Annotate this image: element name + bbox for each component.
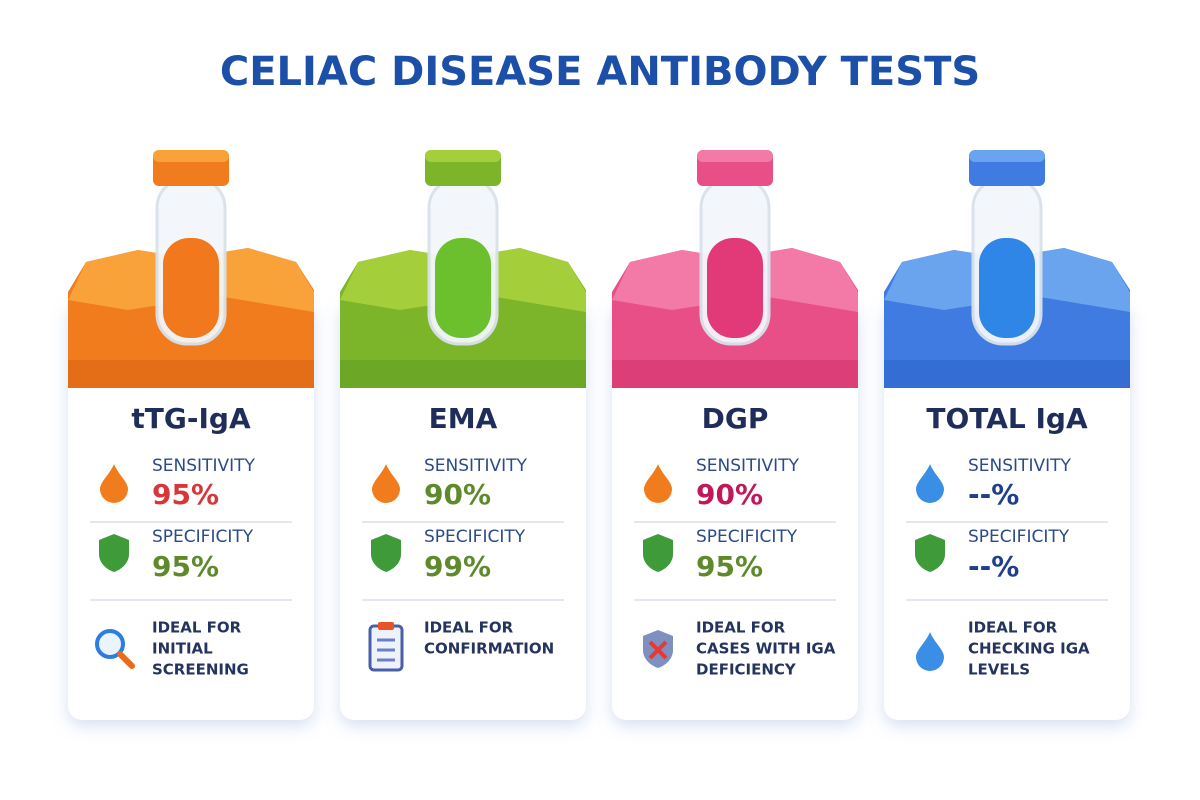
tube-liquid [707,238,763,338]
sensitivity-value: 90% [424,478,491,511]
test-name: TOTAL IgA [926,402,1088,435]
drop-icon [644,464,672,503]
tube-cap-top [425,150,501,162]
sensitivity-value: 95% [152,478,219,511]
specificity-value: 95% [152,550,219,583]
shield-icon [915,534,945,572]
shield-icon [643,534,673,572]
card-body [68,300,314,720]
tube-liquid [163,238,219,338]
sensitivity-value: --% [968,478,1019,511]
specificity-value: 99% [424,550,491,583]
specificity-label: SPECIFICITY [152,527,254,547]
specificity-value: --% [968,550,1019,583]
card-body [340,300,586,720]
specificity-label: SPECIFICITY [696,527,798,547]
shield-icon [371,534,401,572]
clipboard-clip [378,622,394,630]
card-body [612,300,858,720]
sensitivity-label: SENSITIVITY [968,456,1071,476]
ideal-text: IDEAL FOR [696,619,786,637]
card-header-shade [340,360,586,388]
drop-icon [916,632,944,671]
ideal-text: SCREENING [152,661,249,679]
sensitivity-value: 90% [696,478,763,511]
card-header-shade [612,360,858,388]
tube-liquid [435,238,491,338]
shield-icon [99,534,129,572]
ideal-text: LEVELS [968,661,1030,679]
drop-icon [100,464,128,503]
test-name: EMA [429,402,498,435]
sensitivity-label: SENSITIVITY [696,456,799,476]
magnifier-handle [117,651,135,669]
clipboard-icon [368,624,404,672]
cross-icon [648,640,668,660]
card-body [884,300,1130,720]
tube-cap-top [697,150,773,162]
ideal-text: DEFICIENCY [696,661,797,679]
ideal-text: CASES WITH IGA [696,640,836,658]
title: CELIAC DISEASE ANTIBODY TESTS [220,49,980,95]
magnifier-icon [95,629,125,659]
test-name: tTG-IgA [131,402,251,435]
tube-cap-top [969,150,1045,162]
tube-liquid [979,238,1035,338]
test-name: DGP [702,402,769,435]
ideal-text: INITIAL [152,640,213,658]
ideal-text: IDEAL FOR [968,619,1058,637]
test-card: tTG-IgASENSITIVITY95%SPECIFICITY95%IDEAL… [68,150,314,720]
card-header-shade [68,360,314,388]
drop-icon [916,464,944,503]
ideal-text: IDEAL FOR [152,619,242,637]
ideal-text: CONFIRMATION [424,640,554,658]
specificity-value: 95% [696,550,763,583]
ideal-text: CHECKING IGA [968,640,1090,658]
card-header-shade [884,360,1130,388]
sensitivity-label: SENSITIVITY [424,456,527,476]
specificity-label: SPECIFICITY [968,527,1070,547]
ideal-text: IDEAL FOR [424,619,514,637]
sensitivity-label: SENSITIVITY [152,456,255,476]
tube-cap-top [153,150,229,162]
test-card: TOTAL IgASENSITIVITY--%SPECIFICITY--%IDE… [884,150,1130,720]
specificity-label: SPECIFICITY [424,527,526,547]
drop-icon [372,464,400,503]
